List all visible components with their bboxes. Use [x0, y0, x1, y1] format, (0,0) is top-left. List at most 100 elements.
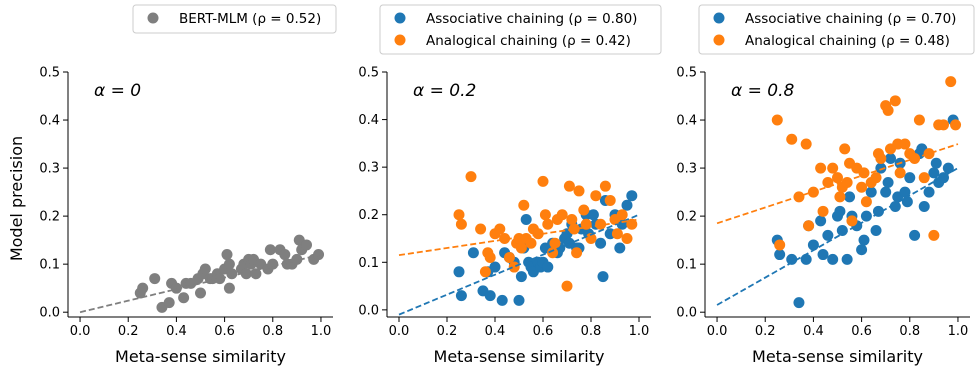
data-point	[836, 225, 848, 237]
data-point	[621, 199, 633, 211]
legend-frame	[698, 4, 975, 55]
data-point	[465, 171, 477, 183]
data-point	[223, 282, 235, 294]
data-point	[547, 247, 559, 259]
data-point	[149, 273, 161, 285]
data-point	[520, 213, 532, 225]
y-tick-label: 0.1	[39, 258, 60, 273]
legend: Associative chaining (ρ = 0.80) Analogica…	[379, 4, 662, 55]
data-point	[870, 225, 882, 237]
legend-label: Associative chaining (ρ = 0.80)	[426, 11, 637, 27]
data-point	[467, 247, 479, 259]
y-tick-label: 0.2	[676, 210, 697, 225]
trend-line	[398, 218, 640, 257]
data-point	[475, 223, 487, 235]
data-point	[913, 114, 925, 126]
data-point	[563, 180, 575, 192]
data-point	[950, 119, 962, 131]
data-point	[626, 218, 638, 230]
data-point	[901, 196, 913, 208]
data-point	[885, 152, 896, 164]
x-tick-label: 0.8	[899, 324, 920, 339]
legend-marker	[394, 12, 406, 24]
data-point	[865, 186, 877, 198]
legend-frame	[132, 4, 337, 34]
data-point	[889, 95, 901, 107]
data-point	[479, 266, 491, 278]
x-tick-label: 0.2	[118, 324, 139, 339]
data-point	[856, 181, 868, 193]
y-axis-label: Model precision	[7, 136, 26, 261]
legend-marker	[394, 34, 406, 46]
trend-line	[716, 167, 959, 306]
x-tick-label: 0.0	[70, 324, 91, 339]
y-tick-label: 0.3	[676, 162, 697, 177]
x-tick-label: 0.0	[707, 324, 728, 339]
data-point	[918, 172, 930, 184]
data-point	[614, 242, 626, 254]
data-point	[846, 215, 858, 227]
data-point	[525, 237, 537, 249]
data-point	[250, 268, 262, 280]
data-point	[223, 258, 235, 270]
data-point	[515, 242, 527, 254]
data-point	[899, 186, 911, 198]
data-point	[856, 244, 868, 256]
data-point	[841, 253, 853, 265]
alpha-annotation: α = 0.2	[413, 81, 476, 101]
data-point	[573, 185, 585, 197]
x-axis-label: Meta-sense similarity	[752, 347, 923, 366]
data-point	[163, 297, 175, 309]
y-tick-label: 0.5	[39, 66, 60, 81]
y-tick-label: 0.0	[358, 303, 379, 318]
data-point	[928, 229, 940, 241]
data-point	[918, 201, 930, 213]
data-point	[909, 229, 921, 241]
data-point	[221, 249, 233, 261]
legend-frame	[379, 4, 662, 55]
alpha-annotation: α = 0.8	[731, 81, 794, 101]
legend: BERT-MLM (ρ = 0.52)	[132, 4, 337, 34]
data-point	[170, 282, 182, 294]
x-axis-label: Meta-sense similarity	[434, 347, 605, 366]
data-point	[539, 209, 551, 221]
data-point	[537, 175, 549, 187]
x-tick-label: 1.0	[948, 324, 969, 339]
data-point	[597, 271, 609, 283]
x-tick-label: 0.2	[437, 324, 458, 339]
data-point	[786, 133, 798, 145]
alpha-annotation: α = 0	[94, 81, 141, 101]
data-point	[494, 223, 506, 235]
y-tick-label: 0.4	[39, 114, 60, 129]
y-tick-label: 0.0	[676, 306, 697, 321]
x-tick-label: 0.0	[389, 324, 410, 339]
data-point	[599, 180, 611, 192]
legend: Associative chaining (ρ = 0.70) Analogica…	[698, 4, 975, 55]
data-point	[626, 190, 638, 202]
data-point	[774, 249, 786, 261]
x-tick-label: 0.2	[755, 324, 776, 339]
x-tick-label: 0.8	[581, 324, 602, 339]
data-point	[882, 104, 894, 116]
data-point	[279, 249, 291, 261]
y-tick-label: 0.1	[676, 258, 697, 273]
data-point	[264, 244, 276, 256]
x-axis-label: Meta-sense similarity	[115, 347, 286, 366]
data-point	[800, 253, 812, 265]
data-point	[894, 167, 906, 179]
x-tick-label: 0.6	[851, 324, 872, 339]
data-point	[832, 172, 843, 184]
data-point	[817, 249, 829, 261]
data-point	[604, 194, 616, 206]
data-point	[226, 268, 238, 280]
data-point	[484, 252, 496, 264]
data-point	[515, 271, 527, 283]
data-point	[556, 209, 568, 221]
data-point	[870, 172, 882, 184]
data-point	[568, 223, 580, 235]
data-point	[815, 162, 827, 174]
data-point	[585, 233, 597, 245]
data-point	[616, 209, 628, 221]
series-1	[771, 114, 959, 309]
data-point	[858, 234, 870, 246]
